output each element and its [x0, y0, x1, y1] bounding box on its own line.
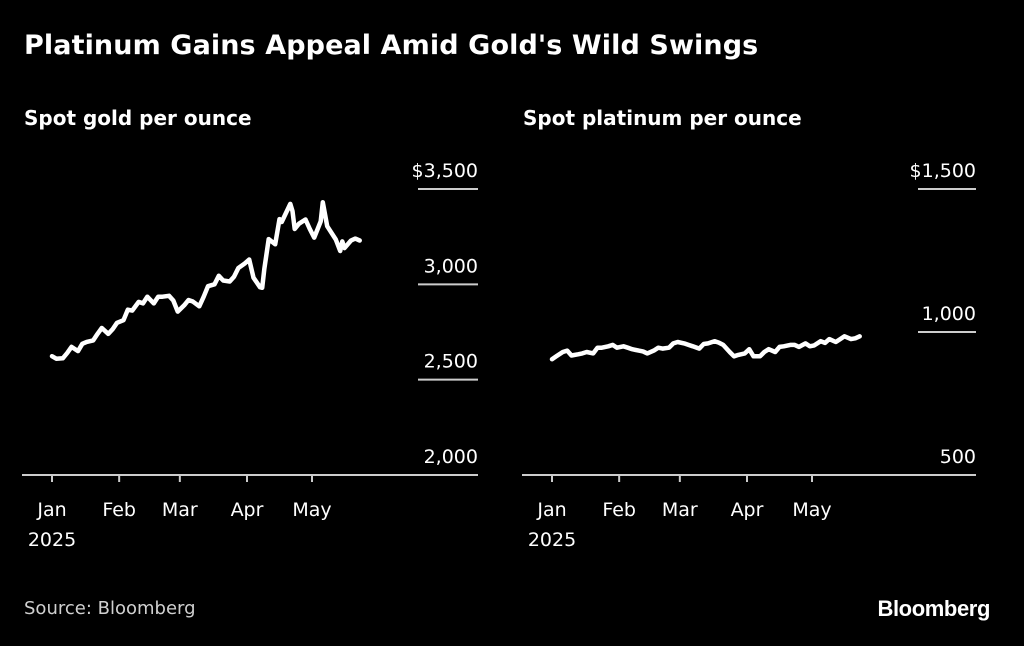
gold-xtick-year: 2025 [28, 529, 76, 551]
chart-title: Platinum Gains Appeal Amid Gold's Wild S… [24, 30, 759, 61]
source-note: Source: Bloomberg [24, 598, 196, 619]
gold-price-line [49, 200, 362, 361]
gold-xtick-label: May [292, 499, 331, 521]
gold-chart-title: Spot gold per ounce [24, 106, 252, 130]
gold-xtick-label: Apr [231, 499, 264, 521]
bloomberg-logo: Bloomberg [877, 596, 990, 621]
platinum-ytick-label: 1,000 [922, 303, 976, 325]
gold-chart-panel: 2,000 2,500 3,000 $3,500 Jan 2025 Feb Mar Apr May [22, 160, 478, 551]
platinum-ytick-label: $1,500 [910, 160, 976, 182]
platinum-xtick-label: Apr [731, 499, 764, 521]
platinum-xtick-label: Jan [536, 499, 566, 521]
platinum-chart-title: Spot platinum per ounce [523, 106, 802, 130]
gold-xtick-label: Feb [102, 499, 136, 521]
platinum-xtick-label: May [792, 499, 831, 521]
platinum-ytick-label: 500 [940, 446, 976, 468]
gold-ytick-label: 2,000 [424, 446, 478, 468]
platinum-xtick-year: 2025 [528, 529, 576, 551]
platinum-chart-panel: 500 1,000 $1,500 Jan 2025 Feb Mar Apr May [522, 160, 976, 551]
gold-xtick-label: Jan [36, 499, 66, 521]
platinum-xtick-label: Feb [602, 499, 636, 521]
platinum-price-line [549, 334, 862, 362]
platinum-xtick-label: Mar [662, 499, 698, 521]
gold-ytick-label: 2,500 [424, 351, 478, 373]
gold-xtick-label: Mar [162, 499, 198, 521]
gold-ytick-label: $3,500 [412, 160, 478, 182]
gold-ytick-label: 3,000 [424, 255, 478, 277]
